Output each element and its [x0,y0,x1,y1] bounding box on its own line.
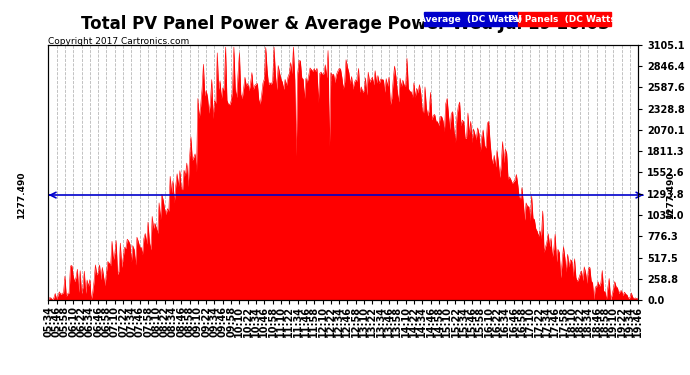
Text: Copyright 2017 Cartronics.com: Copyright 2017 Cartronics.com [48,38,190,46]
Text: 1277.490: 1277.490 [17,171,26,219]
Text: Total PV Panel Power & Average Power Wed Jul 19 20:03: Total PV Panel Power & Average Power Wed… [81,15,609,33]
Text: PV Panels  (DC Watts): PV Panels (DC Watts) [508,15,620,24]
Text: 1277.490: 1277.490 [667,171,676,219]
Text: Average  (DC Watts): Average (DC Watts) [420,15,522,24]
